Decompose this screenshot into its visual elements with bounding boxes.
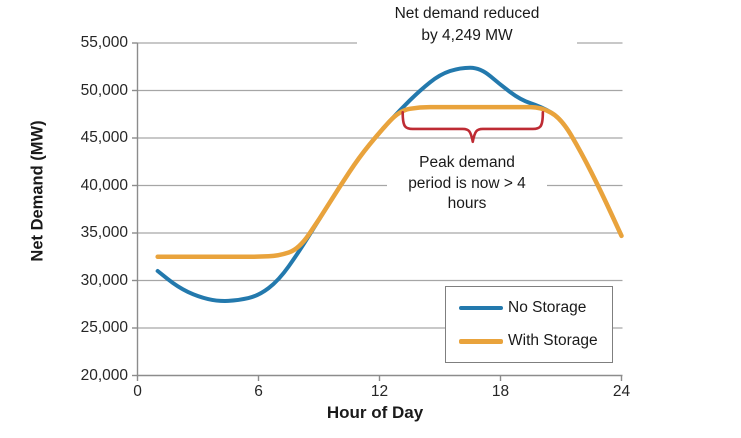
y-tick-label: 45,000 (80, 129, 128, 146)
x-tick-label: 18 (491, 383, 510, 400)
x-tick-label: 0 (133, 383, 142, 400)
annotation-line: Peak demand (419, 154, 515, 171)
annotation-peak-period: Peak demand period is now > 4 hours (387, 153, 547, 215)
x-axis-title: Hour of Day (326, 403, 424, 422)
legend-item-no-storage: No Storage (459, 299, 612, 317)
legend-label-no-storage: No Storage (508, 298, 587, 316)
with-storage-line-swatch (459, 339, 503, 344)
y-axis-title: Net Demand (MW) (28, 120, 47, 262)
annotation-line: Net demand reduced (394, 5, 540, 22)
legend-label-with-storage: With Storage (508, 332, 598, 350)
x-tick-label: 6 (254, 383, 263, 400)
annotation-line: period is now > 4 (408, 174, 526, 192)
y-tick-label: 25,000 (80, 319, 128, 336)
annotation-line: by 4,249 MW (421, 27, 513, 44)
y-tick-label: 20,000 (80, 366, 128, 384)
legend: No Storage With Storage (445, 286, 613, 363)
y-tick-label: 40,000 (80, 176, 128, 194)
x-tick-label: 24 (612, 383, 631, 400)
legend-item-with-storage: With Storage (459, 332, 612, 350)
no-storage-line-swatch (459, 305, 503, 310)
y-tick-label: 50,000 (80, 81, 128, 99)
series-line-with-storage (155, 104, 624, 259)
annotation-line: hours (447, 195, 487, 212)
annotation-net-demand-reduced: Net demand reduced by 4,249 MW (357, 3, 577, 47)
peak-period-brace (401, 111, 545, 144)
y-tick-label: 55,000 (80, 34, 128, 51)
y-tick-label: 30,000 (80, 271, 128, 289)
x-tick-label: 12 (370, 383, 389, 400)
y-tick-label: 35,000 (80, 224, 128, 241)
